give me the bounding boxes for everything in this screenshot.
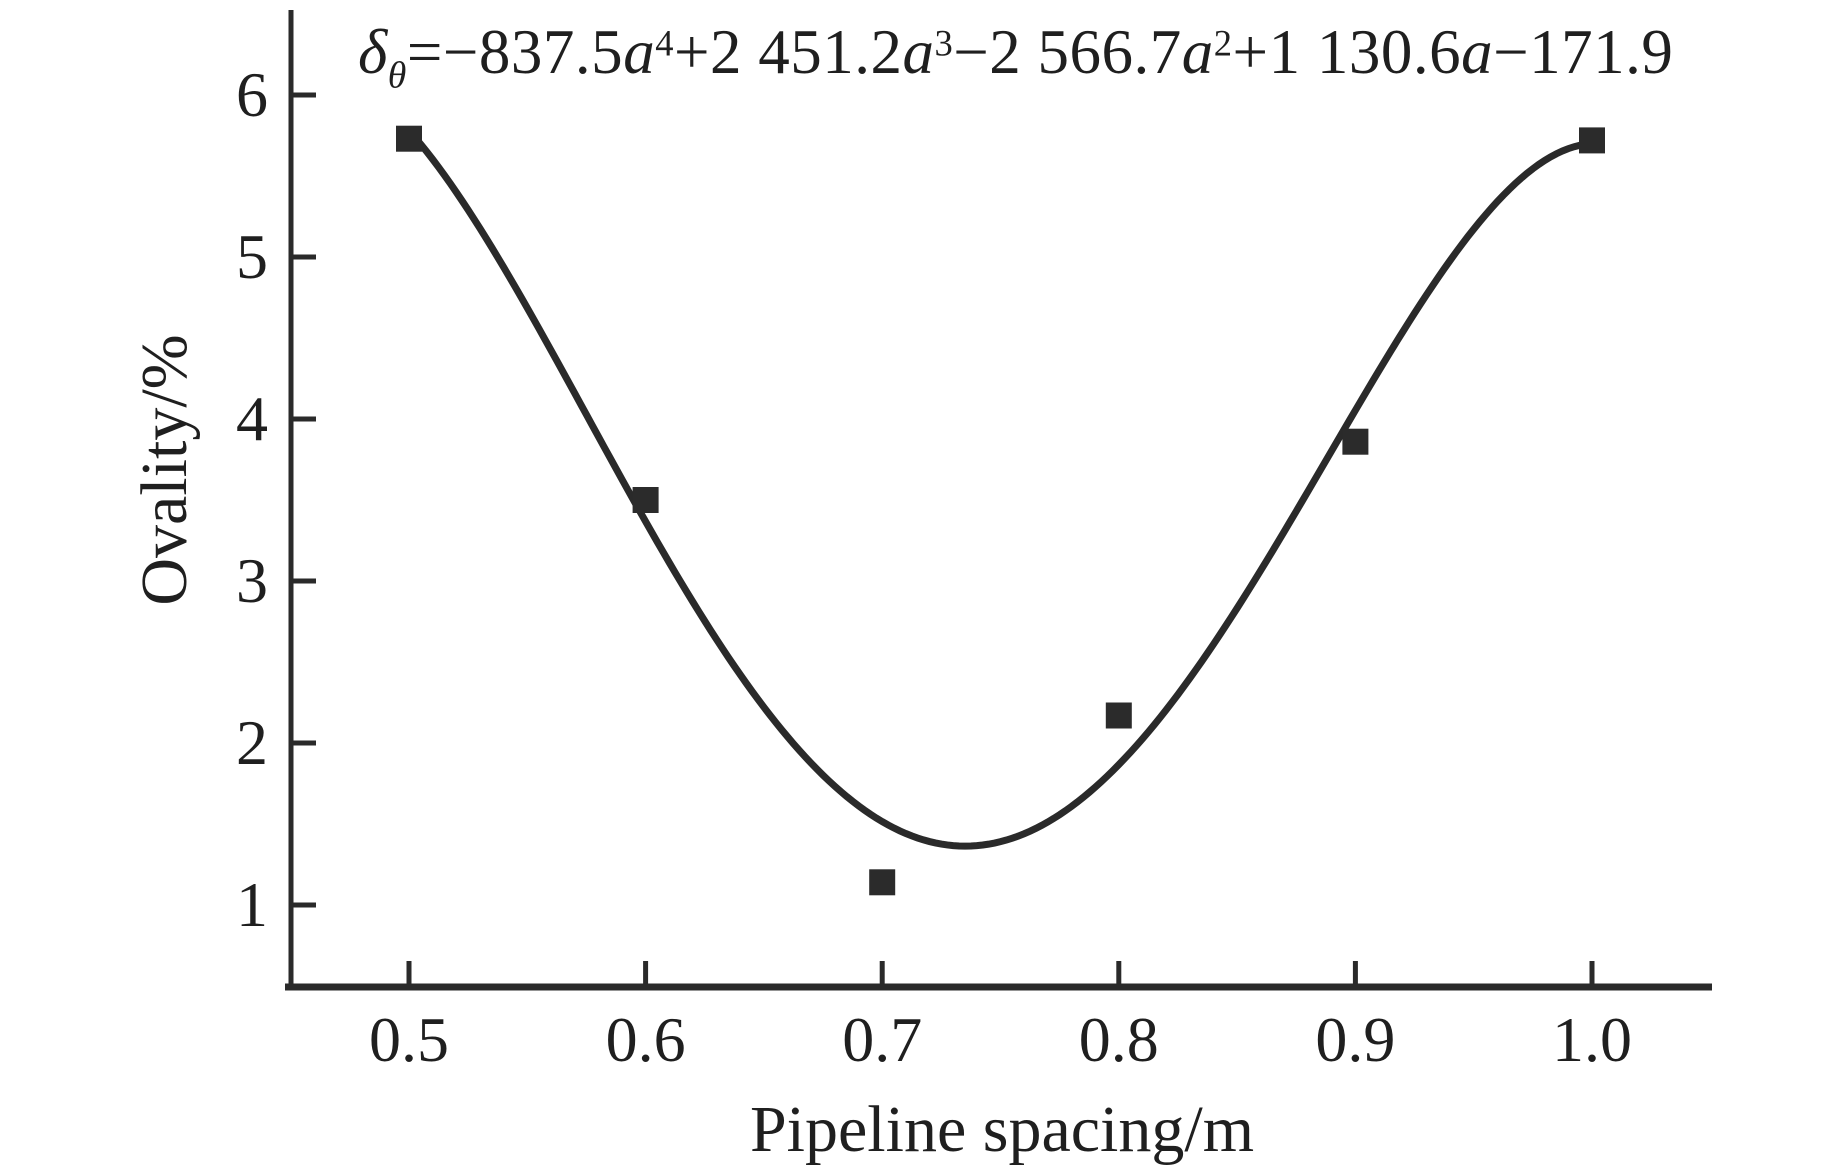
equation-theta-subscript: θ	[387, 54, 407, 97]
fit-equation: δθ=−837.5a4+2 451.2a3−2 566.7a2+1 130.6a…	[358, 16, 1674, 94]
y-tick-label: 2	[236, 707, 268, 778]
y-tick-label: 3	[236, 545, 268, 616]
x-tick-label: 0.8	[1078, 1004, 1159, 1075]
x-axis-title: Pipeline spacing/m	[749, 1093, 1255, 1166]
data-point-marker	[1105, 702, 1132, 729]
x-tick-label: 0.7	[842, 1004, 923, 1075]
y-tick-label: 4	[236, 383, 268, 454]
data-point-marker	[632, 487, 659, 513]
equation-term-5: −171.9	[1493, 17, 1674, 87]
equation-term-3: −2 566.7	[953, 17, 1182, 87]
equation-term-2: +2 451.2	[673, 17, 903, 87]
y-tick-label: 6	[236, 59, 268, 130]
equation-var-a: a	[1461, 17, 1494, 87]
equation-var-a: a	[902, 17, 935, 87]
equation-exponent-4: 4	[655, 22, 674, 64]
x-tick-label: 0.5	[369, 1004, 449, 1075]
data-point-marker	[396, 125, 422, 152]
y-tick-label: 5	[236, 221, 268, 292]
equation-var-a: a	[623, 17, 656, 87]
x-tick-label: 1.0	[1552, 1004, 1632, 1075]
y-tick-label: 1	[236, 869, 268, 940]
data-point-marker	[869, 869, 896, 896]
data-point-marker	[1342, 428, 1369, 455]
data-point-marker	[1579, 127, 1605, 154]
equation-term-1: =−837.5	[406, 17, 624, 87]
equation-term-4: +1 130.6	[1232, 17, 1462, 87]
equation-exponent-2: 2	[1213, 22, 1233, 64]
equation-delta-symbol: δ	[358, 17, 388, 87]
x-tick-label: 0.6	[605, 1004, 686, 1075]
equation-var-a: a	[1181, 17, 1214, 87]
equation-exponent-3: 3	[934, 22, 954, 64]
x-tick-label: 0.9	[1315, 1004, 1396, 1075]
fit-curve-line	[405, 126, 1596, 850]
